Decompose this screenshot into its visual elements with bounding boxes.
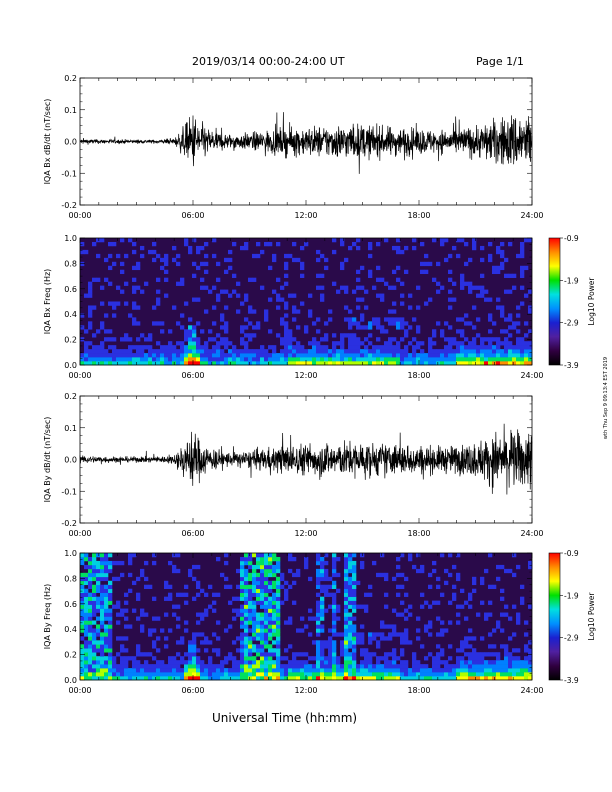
colorbar bbox=[548, 552, 561, 681]
y-axis-label: IQA Bx Freq (Hz) bbox=[43, 269, 52, 335]
y-tick-label: 0.1 bbox=[64, 106, 77, 115]
colorbar-label: Log10 Power bbox=[587, 592, 596, 641]
x-tick-label: 06:00 bbox=[181, 686, 204, 695]
x-tick-label: 00:00 bbox=[68, 686, 91, 695]
timestamp-stamp: wth Thu Sep 9 09:13:4 EST 2019 bbox=[603, 357, 609, 439]
x-tick-label: 12:00 bbox=[294, 686, 317, 695]
page-number: Page 1/1 bbox=[476, 55, 524, 68]
y-tick-label: 0.4 bbox=[64, 625, 77, 634]
colorbar-tick-label: -0.9 bbox=[564, 234, 579, 243]
x-tick-label: 00:00 bbox=[68, 211, 91, 220]
y-tick-label: 0.6 bbox=[64, 285, 77, 294]
x-tick-label: 18:00 bbox=[407, 686, 430, 695]
colorbar-tick-label: -1.9 bbox=[564, 591, 579, 600]
x-tick-label: 12:00 bbox=[294, 371, 317, 380]
colorbar bbox=[548, 237, 561, 366]
colorbar-tick-label: -2.9 bbox=[564, 634, 579, 643]
spectrogram-cells bbox=[80, 238, 533, 366]
y-tick-label: 1.0 bbox=[64, 234, 77, 243]
bx-timeseries-panel: 00:00 06:00 12:00 18:00 24:00 0.2 0.1 0.0 -0.1 -0… bbox=[43, 74, 544, 220]
y-axis-label: IQA By Freq (Hz) bbox=[43, 584, 52, 650]
y-tick-label: 0.1 bbox=[64, 424, 77, 433]
x-tick-label: 12:00 bbox=[294, 529, 317, 538]
x-tick-label: 24:00 bbox=[520, 529, 543, 538]
x-tick-label: 06:00 bbox=[181, 211, 204, 220]
x-tick-label: 24:00 bbox=[520, 211, 543, 220]
colorbar-tick-label: -1.9 bbox=[564, 276, 579, 285]
y-tick-label: 0.0 bbox=[64, 676, 77, 685]
colorbar-tick-label: -0.9 bbox=[564, 549, 579, 558]
x-tick-label: 18:00 bbox=[407, 529, 430, 538]
x-tick-label: 18:00 bbox=[407, 211, 430, 220]
series-line bbox=[79, 423, 533, 495]
y-axis-label: IQA Bx dB/dt (nT/sec) bbox=[43, 99, 52, 185]
y-tick-label: -0.2 bbox=[61, 519, 77, 528]
colorbar-tick-label: -2.9 bbox=[564, 319, 579, 328]
y-tick-label: 1.0 bbox=[64, 549, 77, 558]
x-tick-label: 06:00 bbox=[181, 371, 204, 380]
x-tick-label: 24:00 bbox=[520, 686, 543, 695]
y-tick-label: 0.4 bbox=[64, 310, 77, 319]
colorbar-label: Log10 Power bbox=[587, 277, 596, 326]
y-tick-label: -0.1 bbox=[61, 169, 77, 178]
x-axis-label: Universal Time (hh:mm) bbox=[212, 711, 358, 725]
y-tick-label: 0.2 bbox=[64, 74, 77, 83]
x-tick-label: 00:00 bbox=[68, 371, 91, 380]
colorbar-tick-label: -3.9 bbox=[564, 361, 579, 370]
y-tick-label: 0.6 bbox=[64, 600, 77, 609]
plot-title: 2019/03/14 00:00-24:00 UT bbox=[192, 55, 345, 68]
y-tick-label: -0.2 bbox=[61, 201, 77, 210]
x-tick-label: 06:00 bbox=[181, 529, 204, 538]
y-tick-label: 0.8 bbox=[64, 574, 77, 583]
x-tick-label: 12:00 bbox=[294, 211, 317, 220]
y-tick-label: 0.0 bbox=[64, 361, 77, 370]
x-tick-label: 18:00 bbox=[407, 371, 430, 380]
y-axis-label: IQA By dB/dt (nT/sec) bbox=[43, 417, 52, 503]
colorbar-tick-label: -3.9 bbox=[564, 676, 579, 685]
by-timeseries-panel: 00:00 06:00 12:00 18:00 24:00 0.2 0.1 0.0 -0.1 -0… bbox=[43, 392, 544, 538]
x-tick-label: 24:00 bbox=[520, 371, 543, 380]
series-line bbox=[79, 112, 533, 174]
y-tick-label: -0.1 bbox=[61, 487, 77, 496]
y-tick-label: 0.0 bbox=[64, 456, 77, 465]
x-tick-label: 00:00 bbox=[68, 529, 91, 538]
y-tick-label: 0.2 bbox=[64, 336, 77, 345]
y-tick-label: 0.8 bbox=[64, 259, 77, 268]
spectrogram-cells bbox=[80, 553, 533, 681]
bx-spectrogram-panel: -0.9 -1.9 -2.9 -3.9 Log10 Power 00:00 06:00 12:… bbox=[43, 234, 596, 380]
by-spectrogram-panel: -0.9 -1.9 -2.9 -3.9 Log10 Power 00:00 06:00 12:… bbox=[43, 549, 596, 695]
y-tick-label: 0.0 bbox=[64, 138, 77, 147]
y-tick-label: 0.2 bbox=[64, 392, 77, 401]
y-tick-label: 0.2 bbox=[64, 651, 77, 660]
